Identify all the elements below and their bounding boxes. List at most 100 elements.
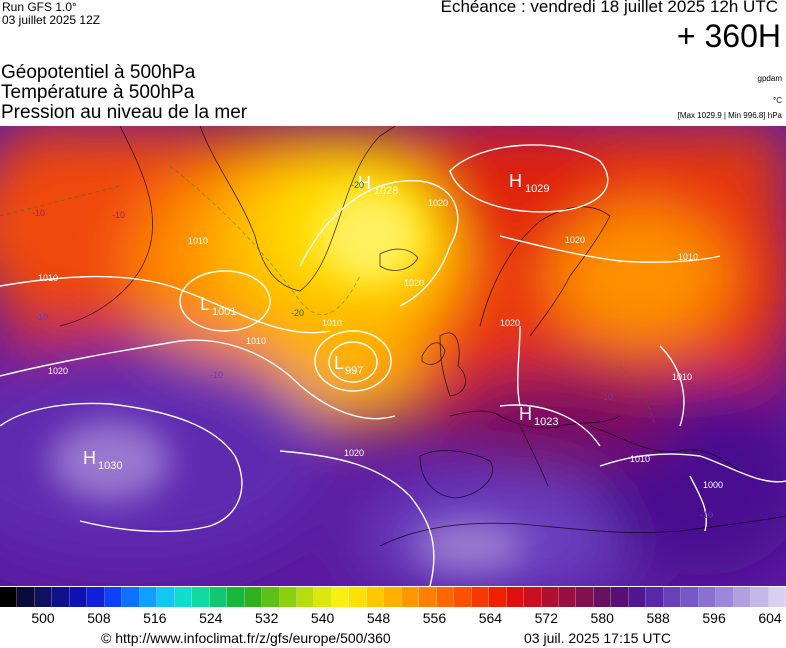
isobar-1020-south — [279, 450, 435, 586]
pressure-center-type: L — [334, 353, 344, 373]
colorbar-cell — [681, 587, 699, 607]
colorbar-cell — [733, 587, 752, 607]
forecast-horizon: + 360H — [676, 18, 781, 54]
colorbar-tick-label: 524 — [199, 610, 223, 626]
colorbar-cell — [663, 587, 682, 607]
colorbar-cell — [34, 587, 53, 607]
map-canvas: H 1028 H 1029 L 1001 L 997 H 1023 H 1030 — [0, 126, 786, 586]
unit-temperature: °C — [773, 96, 782, 105]
isobar-low-997-inner — [328, 341, 378, 383]
colorbar-cell — [279, 587, 297, 607]
iberia-coast — [419, 450, 493, 499]
temperature-label: -10 — [112, 210, 125, 220]
colorbar-tick-label: 580 — [590, 610, 614, 626]
colorbar-cell — [768, 587, 786, 607]
colorbar-cell — [646, 587, 664, 607]
colorbar-tick-label: 500 — [31, 610, 55, 626]
colorbar-tick-label: 548 — [366, 610, 391, 626]
colorbar — [0, 587, 786, 607]
iceland-coast — [379, 248, 419, 271]
colorbar-cell — [489, 587, 507, 607]
temperature-label: -20 — [291, 308, 304, 318]
temperature-labels: -20 -10 -10 -20 -10 -10 -10 -10 — [32, 180, 713, 520]
colorbar-tick-label: 516 — [143, 610, 167, 626]
pressure-center-type: L — [200, 294, 210, 314]
colorbar-tick-label: 596 — [702, 610, 726, 626]
colorbar-cell — [628, 587, 647, 607]
colorbar-cell — [611, 587, 629, 607]
isobar-label: 1020 — [404, 278, 424, 288]
colorbar-cell — [524, 587, 542, 607]
map-title-pressure: Pression au niveau de la mer — [1, 102, 248, 123]
generated-time: 03 juil. 2025 17:15 UTC — [524, 630, 672, 646]
pressure-center-h1023: H 1023 — [519, 404, 558, 428]
colorbar-cell — [314, 587, 332, 607]
pressure-center-type: H — [83, 448, 96, 468]
colorbar-cell — [157, 587, 175, 607]
colorbar-tick-label: 532 — [255, 610, 279, 626]
pressure-extremes: [Max 1029.9 | Min 996.8] hPa — [677, 111, 782, 120]
colorbar-ticks: 500 508 516 524 532 540 548 556 564 572 580 588 596 6… — [0, 610, 786, 628]
map-title-temperature: Température à 500hPa — [1, 82, 195, 103]
run-label: Run GFS 1.0° — [2, 0, 77, 14]
isobar-low-997-outer — [314, 330, 392, 392]
ireland-coast — [421, 342, 446, 365]
temperature-label: -10 — [35, 312, 48, 322]
isobar-1010-mideast — [599, 453, 786, 483]
colorbar-cell — [174, 587, 193, 607]
isobar-label: 1010 — [188, 236, 208, 246]
pressure-center-value: 1023 — [534, 416, 558, 428]
colorbar-cell — [698, 587, 717, 607]
colorbar-cell — [436, 587, 455, 607]
isobar-label: 1010 — [322, 318, 342, 328]
isobar-1010-russia — [659, 345, 685, 427]
isobar-label: 1010 — [630, 454, 650, 464]
isobar-label: 1020 — [565, 235, 585, 245]
colorbar-tick-label: 556 — [422, 610, 447, 626]
isobar-label: 1010 — [38, 273, 58, 283]
isobar-greenland-high — [299, 180, 459, 307]
temperature-label: -10 — [32, 208, 45, 218]
colorbar-tick-label: 564 — [478, 610, 503, 626]
pressure-center-l997: L 997 — [334, 353, 363, 377]
unit-geopotential: gpdam — [757, 74, 782, 83]
isobar-label: 1010 — [672, 372, 692, 382]
isobar-labels: 1020 1010 1010 1010 1010 1020 1020 1020 … — [38, 198, 723, 490]
colorbar-cell — [384, 587, 402, 607]
copyright-url: © http://www.infoclimat.fr/z/gfs/europe/… — [101, 630, 391, 646]
isobar-label: 1020 — [344, 448, 364, 458]
colorbar-cell — [104, 587, 123, 607]
colorbar-cell — [751, 587, 769, 607]
isobar-1029-high — [449, 144, 609, 213]
pressure-center-h1028: H 1028 — [358, 173, 398, 197]
colorbar-cell — [419, 587, 437, 607]
isobar-label: 1020 — [48, 366, 68, 376]
north-africa-coast — [379, 515, 786, 547]
colorbar-tick-label: 604 — [758, 610, 782, 626]
colorbar-cell — [576, 587, 594, 607]
pressure-center-h1029: H 1029 — [509, 171, 549, 195]
pressure-center-l1001: L 1001 — [200, 294, 236, 318]
colorbar-tick-label: 588 — [646, 610, 670, 626]
isobar-label: 1020 — [500, 318, 520, 328]
coastlines — [59, 126, 786, 547]
colorbar-cell — [506, 587, 525, 607]
pressure-center-value: 1028 — [374, 185, 398, 197]
pressure-centers: H 1028 H 1029 L 1001 L 997 H 1023 H 1030 — [83, 171, 558, 472]
pressure-center-value: 1001 — [212, 306, 236, 318]
map-title-geopotential: Géopotentiel à 500hPa — [1, 62, 196, 83]
colorbar-tick-label: 540 — [310, 610, 335, 626]
isotherms — [0, 165, 656, 427]
colorbar-cell — [559, 587, 577, 607]
black-sea-coast — [589, 425, 741, 472]
isobar-1023-high — [499, 404, 601, 447]
colorbar-cell — [349, 587, 367, 607]
colorbar-cell — [87, 587, 105, 607]
colorbar-cell — [227, 587, 245, 607]
isobar-label: 1010 — [246, 336, 266, 346]
run-date: 03 juillet 2025 12Z — [2, 13, 101, 27]
europe-coast — [449, 410, 621, 429]
isobar-label: 1020 — [428, 198, 448, 208]
colorbar-cell — [192, 587, 210, 607]
colorbar-cell — [139, 587, 158, 607]
